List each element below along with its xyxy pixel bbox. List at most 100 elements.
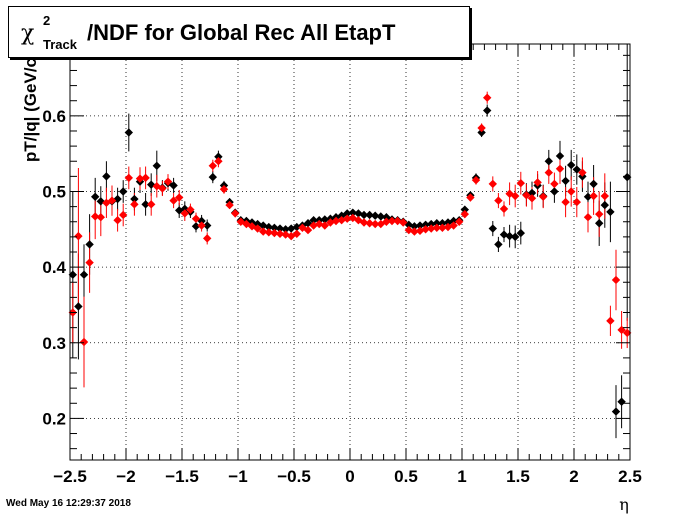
data-point-red [320, 221, 329, 230]
data-point-red [365, 219, 374, 228]
data-point-red [147, 200, 156, 209]
data-point-red [550, 179, 559, 189]
data-point-black [91, 192, 100, 201]
data-point-black [561, 176, 570, 186]
data-point-black [516, 228, 525, 238]
data-point-black [203, 221, 212, 230]
data-point-black [191, 222, 201, 231]
data-point-red [208, 161, 217, 170]
data-point-black [449, 216, 458, 226]
data-point-red [477, 123, 486, 133]
x-tick-label: 0.5 [394, 467, 418, 486]
data-point-red [583, 213, 593, 222]
data-point-red [119, 210, 128, 220]
axis-tick-labels: −2.5 −2 −1.5 −1 −0.5 0 0.5 1 1.5 2 2.5 0.2 0.3 0.4 0.5… [42, 107, 641, 486]
x-tick-label: −1.5 [165, 467, 199, 486]
data-point-red [186, 205, 195, 214]
data-point-black [85, 240, 94, 249]
data-point-red [623, 328, 632, 338]
data-point-red [74, 231, 83, 241]
data-point-red [471, 175, 481, 185]
data-point-black [303, 219, 313, 228]
data-point-red [567, 187, 576, 196]
data-point-red [387, 216, 397, 226]
data-point-black [583, 192, 593, 201]
data-point-black [550, 187, 559, 196]
title-subscript: Track [43, 37, 77, 52]
x-tick-label: −2.5 [53, 467, 87, 486]
data-point-black [130, 194, 139, 204]
data-point-black [264, 222, 273, 232]
data-point-red [460, 209, 469, 219]
data-point-red [331, 216, 341, 226]
x-tick-label: −1 [228, 467, 247, 486]
data-point-black [567, 160, 576, 170]
data-point-black [460, 205, 469, 214]
data-point-black [343, 209, 352, 218]
data-point-black [611, 407, 621, 416]
data-point-red [191, 214, 201, 223]
data-point-red [343, 214, 352, 223]
data-point-black [432, 219, 441, 228]
error-bars [72, 44, 628, 439]
data-point-black [544, 157, 553, 166]
data-point-red [214, 157, 223, 166]
data-point-black [589, 179, 598, 189]
data-point-red [130, 200, 139, 209]
data-point-black [208, 172, 217, 182]
data-point-black [68, 270, 77, 279]
data-point-black [555, 151, 565, 161]
data-point-black [214, 152, 223, 161]
data-point-black [79, 270, 89, 279]
y-tick-label: 0.6 [42, 107, 66, 126]
data-point-black [169, 181, 178, 190]
x-tick-label: 1 [457, 467, 466, 486]
data-point-black [180, 204, 189, 214]
data-point-red [96, 213, 105, 222]
x-tick-label: 2 [569, 467, 578, 486]
data-point-red [303, 225, 313, 235]
data-point-black [600, 200, 609, 210]
y-tick-label: 0.4 [42, 258, 66, 277]
data-point-red [533, 178, 542, 187]
data-point-red [275, 229, 285, 239]
data-point-red [219, 185, 229, 194]
data-point-red [572, 197, 581, 207]
x-tick-label: 2.5 [618, 467, 642, 486]
x-tick-label: 0 [345, 467, 354, 486]
data-point-red [231, 209, 240, 218]
data-point-red [589, 191, 598, 201]
data-point-red [516, 178, 525, 188]
data-point-red [85, 258, 94, 267]
data-point-black [623, 172, 632, 182]
data-point-red [399, 218, 408, 227]
data-point-red [421, 225, 430, 234]
data-point-red [371, 219, 380, 229]
data-point-red [158, 184, 167, 193]
data-point-red [427, 224, 436, 233]
title-chi-symbol: χ [21, 21, 35, 46]
y-axis-label: pT/|q| (GeV/c [21, 58, 40, 162]
data-point-red [225, 200, 234, 210]
y-tick-label: 0.3 [42, 334, 66, 353]
data-point-black [320, 215, 329, 224]
data-point-black [96, 197, 105, 206]
data-point-red [180, 209, 189, 218]
data-point-red [113, 216, 122, 225]
data-point-red [124, 173, 133, 183]
data-point-black [511, 232, 520, 242]
data-point-black [488, 224, 497, 233]
data-point-red [79, 337, 89, 347]
y-tick-label: 0.2 [42, 409, 66, 428]
chart-grid [70, 44, 630, 460]
data-point-red [359, 218, 369, 227]
title-superscript: 2 [43, 13, 51, 28]
data-point-black [499, 230, 509, 239]
timestamp: Wed May 16 12:29:37 2018 [6, 498, 131, 509]
data-point-red [539, 192, 548, 201]
data-point-black [124, 128, 133, 137]
data-point-red [494, 196, 503, 205]
data-point-black [606, 207, 615, 217]
data-point-black [438, 219, 447, 228]
